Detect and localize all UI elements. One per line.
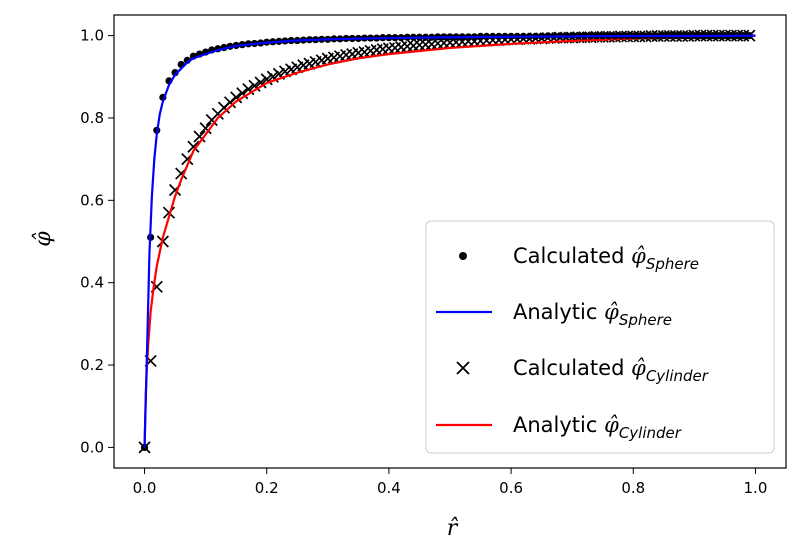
y-tick-label: 0.0: [80, 438, 104, 456]
data-point-x: [254, 76, 267, 89]
data-point-x: [260, 73, 273, 86]
series-line: [143, 34, 756, 448]
y-tick-label: 0.4: [80, 274, 104, 292]
legend-entry-analytic-cylinder: Analytic φ̂Cylinder: [436, 413, 682, 442]
data-point-x: [236, 87, 249, 100]
data-point-x: [248, 79, 261, 92]
data-point-x: [162, 206, 176, 219]
data-point-x: [193, 130, 206, 143]
legend-label-symbol: φ̂: [604, 300, 619, 324]
legend-label-symbol: φ̂: [631, 244, 646, 268]
legend-entry-calculated-sphere: Calculated φ̂Sphere: [459, 244, 699, 273]
y-axis-title: φ̂: [31, 231, 56, 247]
ticks-layer: 0.0 0.2 0.4 0.6 0.8 1.0 0.0 0.2 0.4 0.6 0.8 1.0: [80, 27, 767, 497]
series-3: [143, 34, 756, 448]
legend-label-main: Calculated: [513, 356, 631, 380]
x-tick-label: 0.2: [255, 479, 279, 497]
legend-label-main: Analytic: [513, 300, 604, 324]
legend-entry-calculated-cylinder: Calculated φ̂Cylinder: [456, 356, 709, 385]
x-axis-title: r̂: [447, 516, 459, 541]
svg-text:Calculated φ̂Sphere: Calculated φ̂Sphere: [513, 244, 699, 273]
legend-label-subscript: Cylinder: [619, 424, 682, 442]
data-point-dot: [140, 443, 149, 452]
legend-label-symbol: φ̂: [631, 356, 646, 380]
svg-text:Calculated φ̂Cylinder: Calculated φ̂Cylinder: [513, 356, 709, 385]
x-tick-label: 0.8: [621, 479, 645, 497]
series-line: [143, 34, 756, 448]
x-tick-label: 0.0: [133, 479, 157, 497]
legend: Calculated φ̂Sphere Analytic φ̂Sphere Ca…: [425, 220, 775, 454]
x-tick-label: 1.0: [744, 479, 768, 497]
x-tick-label: 0.6: [499, 479, 523, 497]
data-point-x: [187, 140, 200, 153]
axes-frame: [113, 14, 787, 469]
legend-label-subscript: Cylinder: [646, 367, 709, 385]
legend-marker-dot: [459, 252, 467, 260]
series-1: [143, 34, 756, 448]
legend-box: [425, 220, 775, 454]
legend-label-symbol: φ̂: [604, 413, 619, 437]
x-tick-label: 0.4: [377, 479, 401, 497]
data-point-x: [230, 91, 243, 104]
data-point-x: [199, 122, 212, 135]
svg-text:Analytic φ̂Sphere: Analytic φ̂Sphere: [513, 300, 672, 329]
y-tick-label: 1.0: [80, 27, 104, 45]
legend-label-subscript: Sphere: [619, 311, 672, 329]
legend-label-main: Calculated: [513, 244, 631, 268]
legend-marker-x: [456, 361, 470, 375]
legend-label-main: Analytic: [513, 413, 604, 437]
y-tick-label: 0.2: [80, 356, 104, 374]
y-tick-label: 0.6: [80, 191, 104, 209]
y-tick-label: 0.8: [80, 109, 104, 127]
legend-label-subscript: Sphere: [646, 255, 699, 273]
legend-entry-analytic-sphere: Analytic φ̂Sphere: [436, 300, 672, 329]
svg-text:Analytic φ̂Cylinder: Analytic φ̂Cylinder: [513, 413, 682, 442]
series-layer: [138, 29, 756, 454]
